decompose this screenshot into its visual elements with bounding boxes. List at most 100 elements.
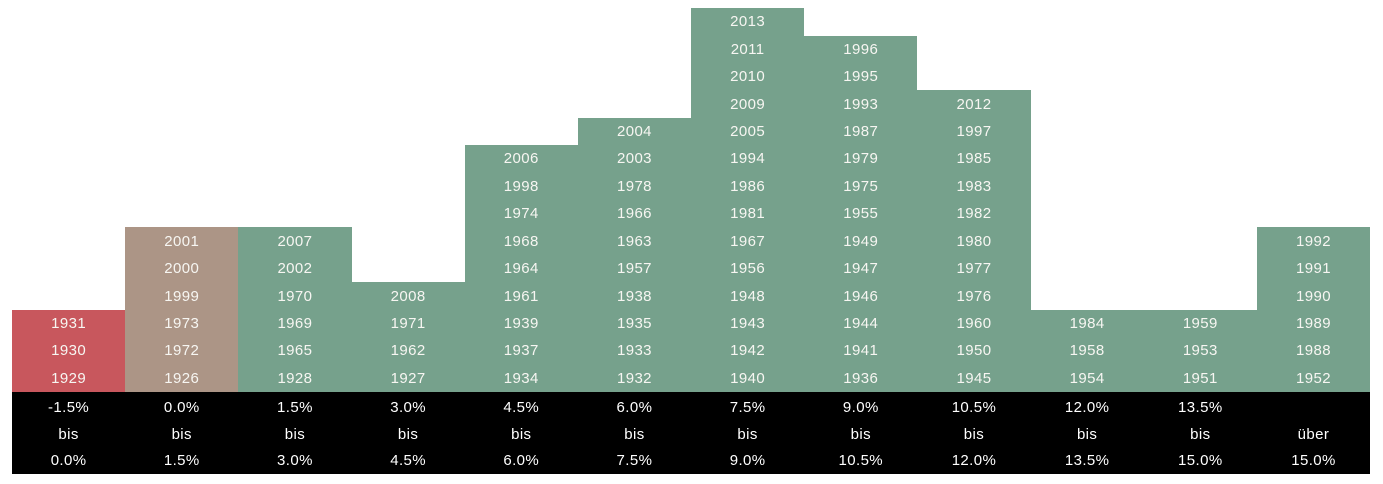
year-cell: 1942 — [691, 337, 805, 365]
axis-label-to: 1.5% — [163, 452, 200, 469]
axis-label-connector: bis — [1076, 425, 1098, 443]
year-cell: 1984 — [1030, 309, 1144, 338]
year-cell: 1970 — [238, 282, 352, 310]
year-cell: 1985 — [917, 145, 1031, 173]
axis-label-from: -1.5% — [47, 399, 90, 416]
year-cell: 1987 — [804, 117, 918, 146]
bin-column-7: 1996 1995 1993 1987 1979 1975 1955 1949 1947 1946… — [804, 35, 918, 392]
year-cell: 1992 — [1256, 227, 1371, 255]
axis-label-to: 6.0% — [503, 452, 540, 469]
axis-bin-label-5: 6.0% bis 7.5% — [578, 392, 691, 474]
axis-bin-label-11: über 15.0% — [1257, 392, 1370, 474]
axis-label-connector: bis — [1190, 425, 1211, 443]
year-cell: 1955 — [804, 200, 918, 228]
bin-column-11: 1992 1991 1990 1989 1988 1952 — [1256, 227, 1371, 392]
year-cell: 1941 — [804, 337, 918, 365]
year-cell: 1997 — [917, 117, 1031, 146]
bin-column-0: 1931 1930 1929 — [12, 309, 126, 392]
axis-label-to: 13.5% — [1064, 452, 1110, 469]
year-cell: 1946 — [804, 282, 918, 310]
axis-label-from: 10.5% — [951, 399, 997, 416]
year-cell: 1991 — [1256, 254, 1371, 283]
bin-column-10: 1959 1953 1951 — [1143, 309, 1257, 392]
year-cell: 1932 — [577, 364, 692, 392]
bin-column-9: 1984 1958 1954 — [1030, 309, 1144, 392]
year-cell: 2000 — [125, 254, 239, 283]
axis-bin-label-1: 0.0% bis 1.5% — [125, 392, 238, 474]
year-cell: 2008 — [351, 282, 465, 310]
plot-area: 1931 1930 1929 2001 2000 1999 1973 1972 1926 2007… — [12, 0, 1371, 392]
axis-label-from: 9.0% — [842, 399, 879, 416]
year-cell: 1976 — [917, 282, 1031, 310]
year-cell: 1969 — [238, 309, 352, 338]
year-cell: 2013 — [691, 8, 805, 36]
year-cell: 1936 — [804, 364, 918, 392]
year-cell: 2005 — [691, 117, 805, 146]
year-cell: 1973 — [125, 309, 239, 338]
axis-label-from: 4.5% — [503, 399, 540, 416]
year-cell: 1964 — [464, 254, 578, 283]
axis-label-connector: bis — [58, 425, 79, 443]
year-cell: 2003 — [577, 145, 692, 173]
axis-label-from: 0.0% — [163, 399, 200, 416]
year-cell: 1937 — [464, 337, 578, 365]
year-cell: 1990 — [1256, 282, 1371, 310]
year-cell: 2012 — [917, 90, 1031, 118]
bin-column-2: 2007 2002 1970 1969 1965 1928 — [238, 227, 352, 392]
bin-column-6: 2013 2011 2010 2009 2005 1994 1986 1981 1967 1956… — [691, 8, 805, 392]
axis-label-to: 15.0% — [1178, 452, 1223, 469]
year-cell: 1944 — [804, 309, 918, 338]
axis-bin-label-10: 13.5% bis 15.0% — [1144, 392, 1257, 474]
axis-label-to: 0.0% — [50, 452, 87, 469]
year-cell: 1967 — [691, 227, 805, 255]
year-cell: 1947 — [804, 254, 918, 283]
year-cell: 1977 — [917, 254, 1031, 283]
year-cell: 1931 — [12, 309, 126, 338]
year-cell: 1965 — [238, 337, 352, 365]
axis-label-to: 3.0% — [277, 452, 313, 469]
year-cell: 2007 — [238, 227, 352, 255]
year-cell: 1938 — [577, 282, 692, 310]
year-cell: 1953 — [1143, 337, 1257, 365]
year-cell: 2006 — [464, 145, 578, 173]
axis-bin-label-2: 1.5% bis 3.0% — [238, 392, 351, 474]
year-cell: 1989 — [1256, 309, 1371, 338]
year-cell: 2002 — [238, 254, 352, 283]
year-cell: 1954 — [1030, 364, 1144, 392]
year-cell: 1928 — [238, 364, 352, 392]
year-cell: 2001 — [125, 227, 239, 255]
year-cell: 1957 — [577, 254, 692, 283]
year-cell: 1945 — [917, 364, 1031, 392]
bin-column-1: 2001 2000 1999 1973 1972 1926 — [125, 227, 239, 392]
year-cell: 1986 — [691, 172, 805, 201]
axis-label-connector: bis — [963, 425, 985, 443]
year-cell: 1999 — [125, 282, 239, 310]
axis-label-to: 4.5% — [390, 452, 426, 469]
year-cell: 1939 — [464, 309, 578, 338]
year-cell: 1998 — [464, 172, 578, 201]
axis-label-connector: bis — [737, 425, 758, 443]
year-cell: 1959 — [1143, 309, 1257, 338]
year-cell: 1929 — [12, 364, 126, 392]
year-cell: 1982 — [917, 200, 1031, 228]
year-cell: 1950 — [917, 337, 1031, 365]
year-cell: 1972 — [125, 337, 239, 365]
year-cell: 1974 — [464, 200, 578, 228]
axis-label-to: 12.0% — [951, 452, 997, 469]
year-cell: 1979 — [804, 145, 918, 173]
bin-column-5: 2004 2003 1978 1966 1963 1957 1938 1935 1933 1932 — [577, 117, 692, 392]
axis-label-connector: über — [1297, 425, 1330, 443]
year-cell: 1926 — [125, 364, 239, 392]
year-cell: 1940 — [691, 364, 805, 392]
axis-label-connector: bis — [850, 425, 871, 443]
year-cell: 1962 — [351, 337, 465, 365]
axis-label-from: 13.5% — [1178, 399, 1223, 416]
year-cell: 1943 — [691, 309, 805, 338]
year-cell: 1971 — [351, 309, 465, 338]
axis-label-from: 1.5% — [277, 399, 313, 416]
year-cell: 1981 — [691, 200, 805, 228]
axis-bin-label-8: 10.5% bis 12.0% — [917, 392, 1030, 474]
axis-label-to: 9.0% — [729, 452, 766, 469]
bin-column-4: 2006 1998 1974 1968 1964 1961 1939 1937 1934 — [464, 145, 578, 392]
